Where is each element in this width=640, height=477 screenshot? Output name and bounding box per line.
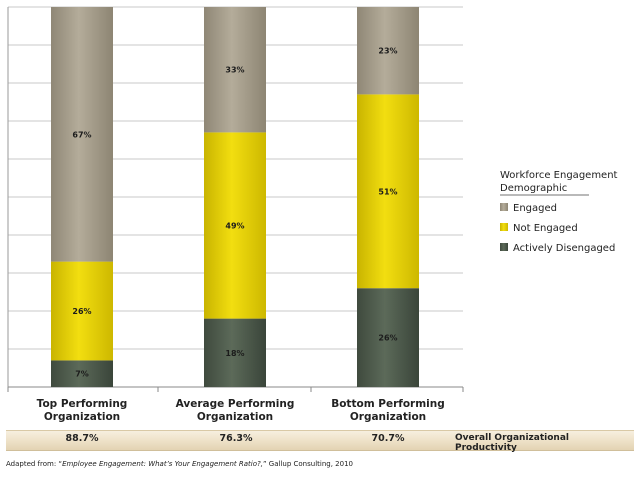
category-label: Organization <box>197 411 273 423</box>
bar-segment <box>51 7 113 262</box>
source-citation: Adapted from: “Employee Engagement: What… <box>6 460 566 468</box>
category-label: Average Performing <box>176 398 295 410</box>
category-label: Bottom Performing <box>331 398 445 410</box>
bar-value-label: 18% <box>225 349 244 358</box>
source-title: Employee Engagement: What’s Your Engagem… <box>62 460 263 468</box>
legend-title: Demographic <box>500 183 567 194</box>
legend-swatch <box>500 203 508 211</box>
category-label: Top Performing <box>37 398 128 410</box>
stacked-bar-chart: 7% 26% 67% 18% 49% 33% 26% 51% 23% Top Performing… <box>7 6 618 423</box>
productivity-band <box>6 430 634 451</box>
legend-label: Actively Disengaged <box>513 243 615 254</box>
bar-segment <box>357 7 419 95</box>
bar-segment <box>51 360 113 387</box>
category-label: Organization <box>44 411 120 423</box>
category-label: Organization <box>350 411 426 423</box>
legend-label: Engaged <box>513 203 557 214</box>
bar-segment <box>204 7 266 133</box>
bar-segment <box>204 132 266 319</box>
bar-segment <box>357 288 419 387</box>
productivity-top: 88.7% <box>65 433 99 444</box>
bar-value-label: 26% <box>378 334 397 343</box>
legend-swatch <box>500 243 508 251</box>
bar-segment <box>357 94 419 289</box>
bar-value-label: 51% <box>378 187 397 196</box>
source-suffix: ” Gallup Consulting, 2010 <box>262 460 353 468</box>
bar-value-label: 67% <box>72 130 91 139</box>
legend-title: Workforce Engagement <box>500 170 618 181</box>
bar-value-label: 23% <box>378 47 397 56</box>
productivity-average: 76.3% <box>219 433 253 444</box>
source-prefix: Adapted from: “ <box>6 460 63 468</box>
bar-value-label: 7% <box>75 370 89 379</box>
bar-segment <box>204 318 266 387</box>
bar-value-label: 26% <box>72 307 91 316</box>
legend-label: Not Engaged <box>513 223 578 234</box>
productivity-bottom: 70.7% <box>371 433 405 444</box>
productivity-label: Overall Organizational Productivity <box>455 433 569 453</box>
legend-swatch <box>500 223 508 231</box>
bar-value-label: 49% <box>225 222 244 231</box>
bar-segment <box>51 261 113 361</box>
bar-value-label: 33% <box>225 66 244 75</box>
